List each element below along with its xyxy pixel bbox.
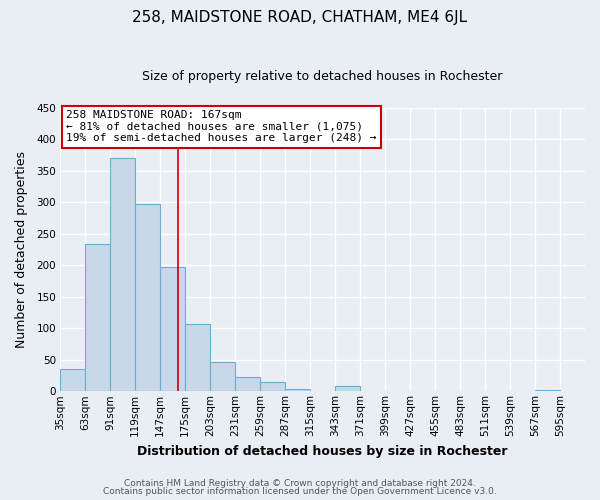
Bar <box>61 369 85 392</box>
Y-axis label: Number of detached properties: Number of detached properties <box>15 151 28 348</box>
Bar <box>361 390 385 392</box>
Bar <box>160 267 185 392</box>
X-axis label: Distribution of detached houses by size in Rochester: Distribution of detached houses by size … <box>137 444 508 458</box>
Text: Contains HM Land Registry data © Crown copyright and database right 2024.: Contains HM Land Registry data © Crown c… <box>124 478 476 488</box>
Bar <box>211 362 235 392</box>
Bar <box>136 204 160 392</box>
Bar <box>260 382 285 392</box>
Bar <box>85 244 110 392</box>
Text: 258 MAIDSTONE ROAD: 167sqm
← 81% of detached houses are smaller (1,075)
19% of s: 258 MAIDSTONE ROAD: 167sqm ← 81% of deta… <box>67 110 377 144</box>
Bar <box>286 390 310 392</box>
Bar <box>110 158 135 392</box>
Text: 258, MAIDSTONE ROAD, CHATHAM, ME4 6JL: 258, MAIDSTONE ROAD, CHATHAM, ME4 6JL <box>133 10 467 25</box>
Bar <box>535 390 560 392</box>
Text: Contains public sector information licensed under the Open Government Licence v3: Contains public sector information licen… <box>103 487 497 496</box>
Bar <box>185 324 210 392</box>
Bar <box>335 386 360 392</box>
Title: Size of property relative to detached houses in Rochester: Size of property relative to detached ho… <box>142 70 503 83</box>
Bar <box>235 378 260 392</box>
